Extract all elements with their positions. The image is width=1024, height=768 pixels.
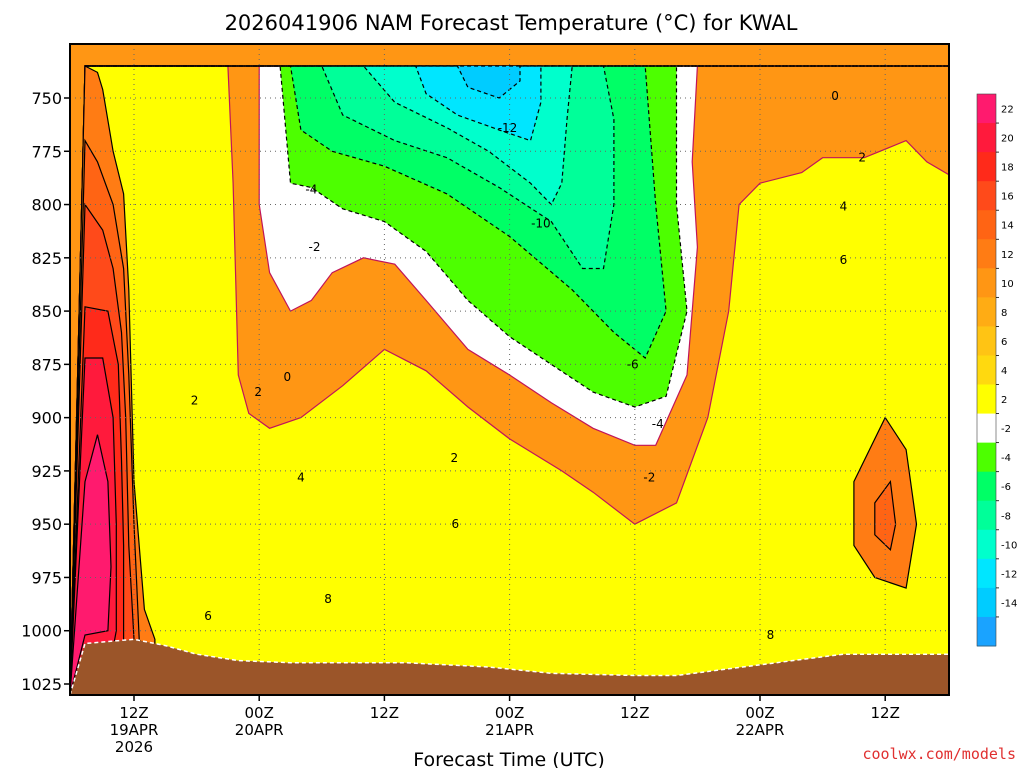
contour-label: -4 [652, 417, 664, 431]
x-tick-label: 12Z [119, 704, 148, 722]
colorbar-swatch [977, 123, 996, 153]
plot-area: 0 2 4 6 -4 -2 -12 -10 0 2 2 -6 -4 -2 2 4 6 6 8 8 [70, 44, 949, 695]
contour-label: 8 [767, 628, 775, 642]
colorbar-label: 10 [1001, 279, 1014, 290]
colorbar-swatch [977, 587, 996, 618]
y-tick-label: 775 [31, 142, 62, 161]
x-tick-label: 20APR [235, 721, 284, 739]
colorbar-label: 8 [1001, 308, 1007, 319]
colorbar-swatch [977, 268, 996, 298]
y-tick-label: 800 [31, 196, 62, 215]
y-tick-label: 825 [31, 249, 62, 268]
colorbar-label: 18 [1001, 163, 1014, 174]
x-tick-label: 00Z [745, 704, 774, 722]
contour-labels: 0 2 4 6 -4 -2 -12 -10 0 2 2 -6 -4 -2 2 4 6 6 8 8 [191, 89, 866, 642]
colorbar-label: 12 [1001, 250, 1014, 261]
x-tick-label: 21APR [485, 721, 534, 739]
colorbar-label: 20 [1001, 134, 1014, 145]
contour-label: -10 [531, 217, 551, 231]
contour-label: -2 [309, 240, 321, 254]
colorbar-swatch [977, 500, 996, 531]
contour-label: 8 [324, 592, 332, 606]
colorbar-label: 2 [1001, 395, 1007, 406]
colorbar-label: -14 [1001, 598, 1017, 609]
gridlines [70, 44, 949, 695]
colorbar-swatch [977, 326, 996, 356]
colorbar-label: 14 [1001, 221, 1014, 232]
y-tick-label: 1000 [21, 622, 62, 641]
colorbar-label: -4 [1001, 453, 1011, 464]
contour-label: 4 [840, 200, 848, 214]
contour-label: 2 [450, 451, 458, 465]
x-tick-label: 2026 [115, 738, 153, 756]
y-tick-label: 875 [31, 355, 62, 374]
colorbar-label: -8 [1001, 511, 1011, 522]
contour-label: -6 [627, 357, 639, 371]
x-tick-label: 12Z [370, 704, 399, 722]
x-tick-label: 00Z [245, 704, 274, 722]
colorbar-swatch [977, 616, 996, 647]
x-axis-label: Forecast Time (UTC) [413, 749, 604, 768]
colorbar-label: 22 [1001, 105, 1014, 116]
colorbar-swatch [977, 558, 996, 589]
contour-label: 2 [191, 394, 199, 408]
colorbar-label: -2 [1001, 424, 1011, 435]
contour-label: 6 [840, 253, 848, 267]
y-tick-label: 1025 [21, 675, 62, 694]
y-tick-label: 950 [31, 515, 62, 534]
contour-label: 0 [284, 370, 292, 384]
x-tick-label: 12Z [871, 704, 900, 722]
credit-text: coolwx.com/models [862, 745, 1016, 763]
colorbar-swatch [977, 384, 996, 415]
contour-band-12_5 [874, 480, 897, 551]
colorbar-swatch [977, 442, 996, 473]
contour-label: 0 [831, 89, 839, 103]
x-tick-label: 19APR [110, 721, 159, 739]
colorbar: 22 20 18 16 14 12 10 8 6 4 2 -2 -4 -6 -8 -10 -12 -14 [976, 93, 1017, 647]
colorbar-swatch [977, 413, 996, 444]
colorbar-label: -6 [1001, 482, 1011, 493]
y-tick-label: 750 [31, 89, 62, 108]
y-tick-label: 900 [31, 409, 62, 428]
y-tick-label: 975 [31, 568, 62, 587]
contour-label: 6 [452, 517, 460, 531]
contour-label: -12 [498, 121, 518, 135]
colorbar-swatch [977, 297, 996, 327]
colorbar-swatch [977, 181, 996, 211]
contour-label: 6 [204, 609, 212, 623]
colorbar-swatch [977, 471, 996, 502]
contour-label: 4 [297, 470, 305, 484]
x-tick-label: 22APR [736, 721, 785, 739]
colorbar-label: 16 [1001, 192, 1014, 203]
colorbar-label: 4 [1001, 366, 1007, 377]
contour-label: -4 [305, 183, 317, 197]
colorbar-swatch [977, 529, 996, 560]
y-axis: 750 775 800 825 850 875 900 925 950 975 1000 1025 [21, 89, 70, 694]
colorbar-label: -10 [1001, 540, 1017, 551]
colorbar-swatch [977, 239, 996, 269]
contour-label: 2 [858, 151, 866, 165]
colorbar-swatch [977, 94, 996, 124]
contour-label: 2 [254, 385, 262, 399]
colorbar-swatch [977, 152, 996, 182]
colorbar-swatch [977, 355, 996, 386]
colorbar-label: 6 [1001, 337, 1007, 348]
contour-label: -2 [643, 470, 655, 484]
chart-title: 2026041906 NAM Forecast Temperature (°C)… [225, 11, 798, 35]
colorbar-swatch [977, 210, 996, 240]
terrain-ground [70, 638, 949, 695]
contour-band-m6 [85, 65, 949, 359]
colorbar-label: -12 [1001, 569, 1017, 580]
y-tick-label: 850 [31, 302, 62, 321]
colorbar-frame [976, 93, 997, 647]
x-tick-label: 12Z [620, 704, 649, 722]
x-tick-label: 00Z [495, 704, 524, 722]
y-tick-label: 925 [31, 462, 62, 481]
